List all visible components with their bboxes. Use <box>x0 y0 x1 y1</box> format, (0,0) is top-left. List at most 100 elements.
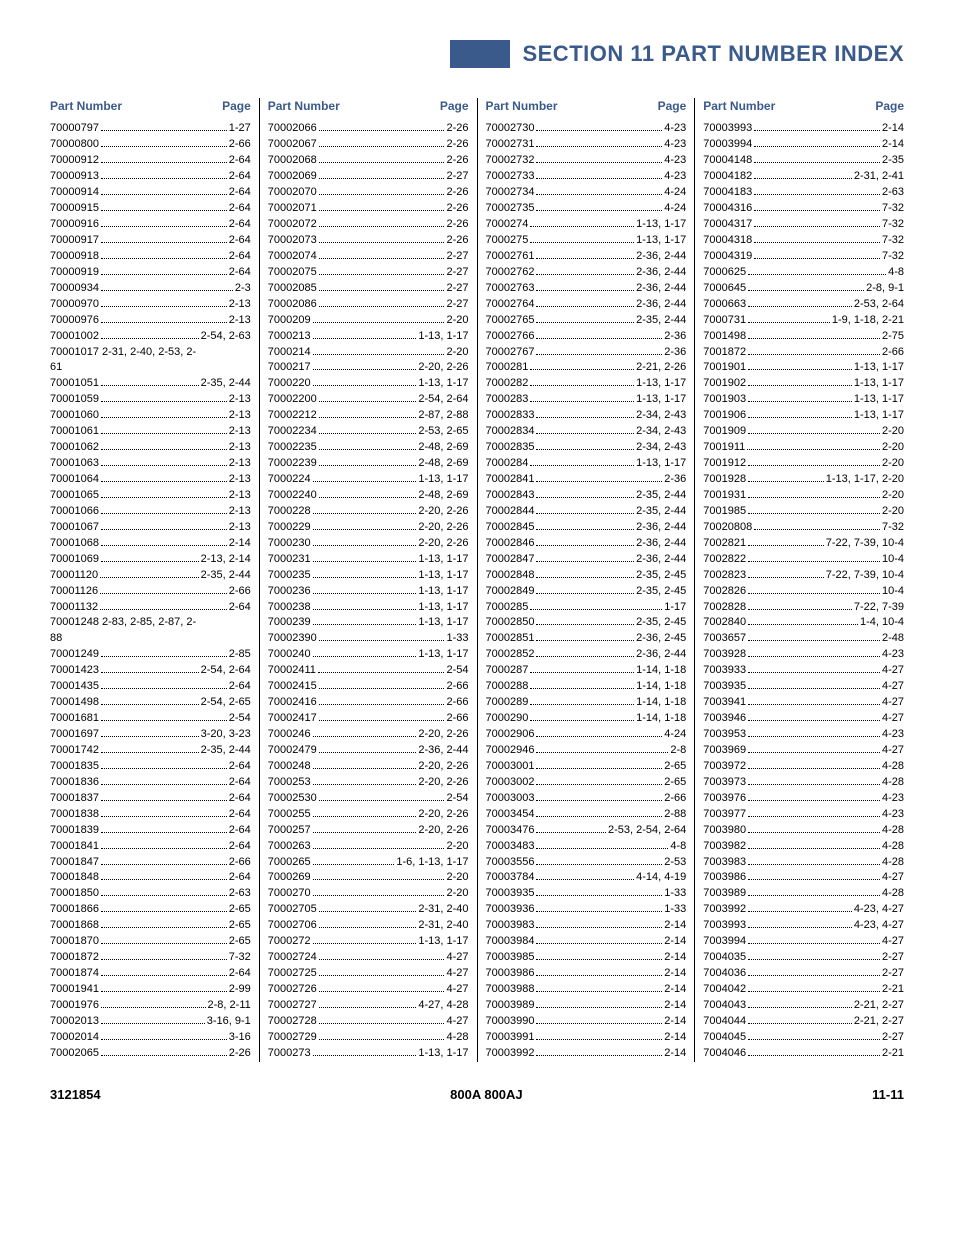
page-ref: 1-13, 1-17, 2-20 <box>826 472 904 488</box>
leader-dots <box>101 449 227 450</box>
leader-dots <box>536 354 662 355</box>
page-ref: 2-64 <box>229 839 251 855</box>
index-row: 70002292-20, 2-26 <box>268 520 469 536</box>
part-number: 7003983 <box>703 855 746 871</box>
page-ref: 2-85 <box>229 647 251 663</box>
part-number: 7003980 <box>703 823 746 839</box>
leader-dots <box>536 258 634 259</box>
page-ref: 2-14 <box>664 934 686 950</box>
part-number: 7001928 <box>703 472 746 488</box>
page-ref: 4-23 <box>664 169 686 185</box>
page-ref: 4-27 <box>882 743 904 759</box>
leader-dots <box>536 832 606 833</box>
leader-dots <box>748 1007 852 1008</box>
index-row: 700020742-27 <box>268 249 469 265</box>
part-number: 7003993 <box>703 918 746 934</box>
leader-dots <box>319 162 445 163</box>
part-number: 70001866 <box>50 902 99 918</box>
index-row: 700018727-32 <box>50 950 251 966</box>
index-row: 70002302-20, 2-26 <box>268 536 469 552</box>
index-row: 70002092-20 <box>268 313 469 329</box>
leader-dots <box>536 1007 662 1008</box>
leader-dots <box>319 704 445 705</box>
part-number: 7004036 <box>703 966 746 982</box>
index-row: 700028432-35, 2-44 <box>486 488 687 504</box>
index-row: 70039284-23 <box>703 647 904 663</box>
page-ref: 2-13 <box>229 297 251 313</box>
page-ref: 2-53, 2-54, 2-64 <box>608 823 686 839</box>
page-ref: 2-31, 2-41 <box>854 169 904 185</box>
leader-dots <box>748 879 880 880</box>
index-row: 700009762-13 <box>50 313 251 329</box>
part-number: 70001850 <box>50 886 99 902</box>
page-ref: 2-35, 2-44 <box>201 376 251 392</box>
page-ref: 2-36 <box>664 345 686 361</box>
index-row: 70019092-20 <box>703 424 904 440</box>
page-ref: 2-26 <box>229 1046 251 1062</box>
leader-dots <box>101 672 199 673</box>
part-number: 70002725 <box>268 966 317 982</box>
part-number: 7001872 <box>703 345 746 361</box>
part-number: 70004316 <box>703 201 752 217</box>
index-row: 700023901-33 <box>268 631 469 647</box>
index-row: 700008002-66 <box>50 137 251 153</box>
leader-dots <box>536 290 634 291</box>
index-row: 70002311-13, 1-17 <box>268 552 469 568</box>
index-row: 70028217-22, 7-39, 10-4 <box>703 536 904 552</box>
leader-dots <box>748 401 852 402</box>
page-ref: 2-64 <box>229 966 251 982</box>
page-ref: 1-13, 1-17 <box>636 217 686 233</box>
part-number: 70001868 <box>50 918 99 934</box>
page-ref: 4-27 <box>882 711 904 727</box>
index-row: 700039912-14 <box>486 1030 687 1046</box>
leader-dots <box>536 449 634 450</box>
leader-dots <box>530 226 634 227</box>
index-row: 700024112-54 <box>268 663 469 679</box>
page-ref: 2-35, 2-44 <box>201 568 251 584</box>
page-ref: 2-35, 2-45 <box>636 615 686 631</box>
page-ref: 2-13 <box>229 408 251 424</box>
index-row: 700027662-36 <box>486 329 687 345</box>
leader-dots <box>101 1039 227 1040</box>
index-row: 70018722-66 <box>703 345 904 361</box>
part-number: 7003935 <box>703 679 746 695</box>
leader-dots <box>101 1007 206 1008</box>
leader-dots <box>313 784 417 785</box>
page-ref: 2-14 <box>882 121 904 137</box>
leader-dots <box>748 593 880 594</box>
page-ref: 4-27 <box>882 663 904 679</box>
index-row: 70019852-20 <box>703 504 904 520</box>
part-number: 70002066 <box>268 121 317 137</box>
part-number: 70002851 <box>486 631 535 647</box>
part-number: 7000284 <box>486 456 529 472</box>
index-row: 700039942-14 <box>703 137 904 153</box>
part-number: 70000917 <box>50 233 99 249</box>
index-row: 700022352-48, 2-69 <box>268 440 469 456</box>
leader-dots <box>536 1055 662 1056</box>
leader-dots <box>101 991 227 992</box>
page-ref: 2-27 <box>446 297 468 313</box>
index-row: 70040422-21 <box>703 982 904 998</box>
page-ref: 7-32 <box>882 233 904 249</box>
page-ref: 2-83, 2-85, 2-87, 2- <box>102 615 196 631</box>
page-ref: 2-64 <box>229 870 251 886</box>
index-row: 70039804-28 <box>703 823 904 839</box>
part-number: 70001132 <box>50 600 98 616</box>
page-ref: 2-14 <box>664 966 686 982</box>
part-number: 70002849 <box>486 584 535 600</box>
page-ref: 2-27 <box>446 265 468 281</box>
leader-dots <box>536 481 662 482</box>
part-number: 70002239 <box>268 456 317 472</box>
index-row: 700035562-53 <box>486 855 687 871</box>
leader-dots <box>536 194 662 195</box>
leader-dots <box>101 895 227 896</box>
header-accent-bar <box>450 40 510 68</box>
page-ref: 4-23, 4-27 <box>854 918 904 934</box>
leader-dots <box>101 927 227 928</box>
leader-dots <box>313 832 417 833</box>
index-row: 700010022-54, 2-63 <box>50 329 251 345</box>
index-row: 70002881-14, 1-18 <box>486 679 687 695</box>
part-number: 7000270 <box>268 886 311 902</box>
index-row: 700039862-14 <box>486 966 687 982</box>
part-number: 70003984 <box>486 934 535 950</box>
